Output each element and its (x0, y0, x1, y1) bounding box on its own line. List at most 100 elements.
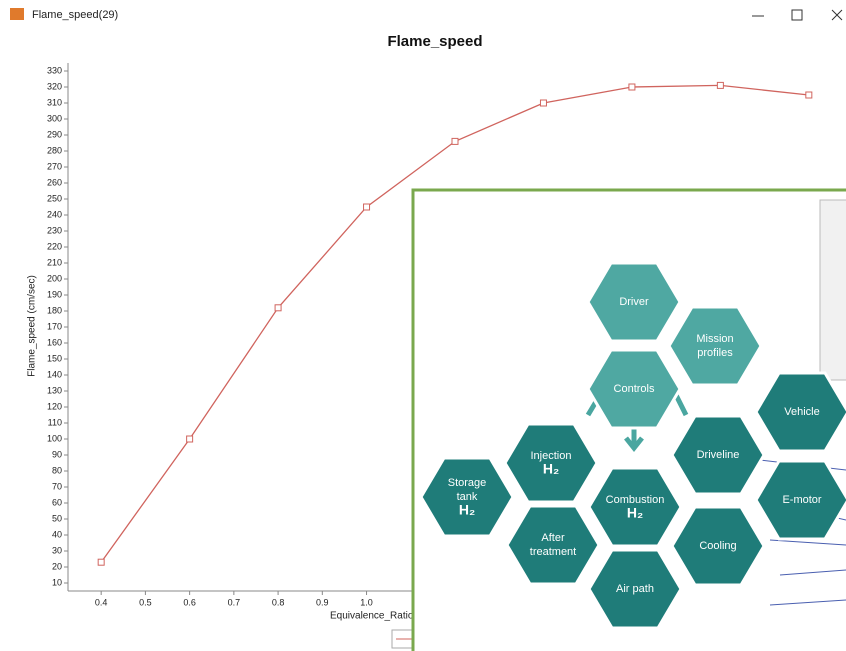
y-tick-label: 330 (47, 65, 62, 75)
y-tick-label: 140 (47, 369, 62, 379)
point-marker (97, 558, 105, 566)
hexagon (586, 261, 682, 343)
diagram-overlay: Driver Mission profiles Controls Vehicle Inje… (411, 188, 846, 651)
y-tick-label: 210 (47, 257, 62, 267)
node-label: Driveline (697, 449, 740, 461)
y-tick-label: 150 (47, 353, 62, 363)
y-tick-label: 30 (52, 545, 62, 555)
y-tick-label: 10 (52, 577, 62, 587)
y-tick-label: 40 (52, 529, 62, 539)
node-label: Air path (616, 583, 654, 595)
x-tick-label: 0.5 (139, 597, 152, 607)
hex-node: Driver (586, 261, 682, 343)
x-axis-label: Equivalence_Ratio (330, 611, 414, 622)
y-tick-label: 170 (47, 321, 62, 331)
node-label: H₂ (627, 505, 643, 521)
node-label: H₂ (459, 502, 475, 518)
screenshot-fragment (819, 199, 846, 381)
hexagon (667, 305, 763, 387)
point-marker (274, 304, 282, 312)
x-tick-label: 1.0 (360, 597, 373, 607)
node-label: Cooling (699, 540, 736, 552)
hexagon (503, 422, 599, 504)
title-bar (0, 0, 846, 30)
node-label: After (541, 532, 565, 544)
y-tick-label: 270 (47, 161, 62, 171)
node-label: Driver (619, 296, 649, 308)
y-tick-label: 60 (52, 497, 62, 507)
app-icon (10, 8, 24, 20)
node-label: Injection (531, 450, 572, 462)
point-marker (363, 203, 371, 211)
y-tick-label: 290 (47, 129, 62, 139)
node-label: H₂ (543, 461, 559, 477)
y-tick-label: 110 (48, 417, 62, 427)
hexagon (670, 414, 766, 496)
y-tick-label: 200 (47, 273, 62, 283)
hex-node: Air path (587, 548, 683, 630)
y-axis-label: Flame_speed (cm/sec) (27, 275, 38, 377)
hex-node: Cooling (670, 505, 766, 587)
x-tick-label: 0.6 (183, 597, 196, 607)
x-tick-label: 0.4 (95, 597, 108, 607)
chart-title: Flame_speed (387, 33, 482, 50)
y-tick-label: 310 (47, 97, 62, 107)
point-marker (186, 435, 194, 443)
node-label: Vehicle (784, 406, 819, 418)
hexagon (419, 456, 515, 538)
y-tick-label: 190 (47, 289, 62, 299)
hex-node: Driveline (670, 414, 766, 496)
hex-node: Vehicle (754, 371, 846, 453)
hexagon (587, 466, 683, 548)
x-tick-label: 0.7 (228, 597, 241, 607)
y-tick-label: 20 (52, 561, 62, 571)
hexagon (587, 548, 683, 630)
y-tick-label: 320 (47, 81, 62, 91)
y-tick-label: 120 (47, 401, 62, 411)
node-label: Controls (614, 383, 655, 395)
node-label: Storage (448, 477, 487, 489)
y-tick-label: 280 (47, 145, 62, 155)
point-marker (539, 99, 547, 107)
node-label: Combustion (606, 494, 665, 506)
hexagon (754, 459, 846, 541)
point-marker (716, 81, 724, 89)
x-tick-label: 0.9 (316, 597, 329, 607)
hex-node: E-motor (754, 459, 846, 541)
y-tick-label: 260 (47, 177, 62, 187)
window-title: Flame_speed(29) (32, 9, 118, 21)
y-tick-label: 180 (47, 305, 62, 315)
hex-node: After treatment (505, 504, 601, 586)
close-button[interactable] (831, 9, 843, 21)
hexagon (586, 348, 682, 430)
node-label: Mission (696, 333, 733, 345)
y-tick-label: 50 (52, 513, 62, 523)
point-marker (628, 83, 636, 91)
y-tick-label: 160 (47, 337, 62, 347)
x-tick-label: 0.8 (272, 597, 285, 607)
node-label: tank (457, 491, 478, 503)
hex-node: Mission profiles (667, 305, 763, 387)
y-tick-label: 80 (52, 465, 62, 475)
hex-node: Controls (586, 348, 682, 430)
maximize-button[interactable] (791, 9, 803, 21)
y-tick-label: 230 (47, 225, 62, 235)
hexagon (670, 505, 766, 587)
node-label: treatment (530, 546, 576, 558)
node-label: E-motor (782, 494, 821, 506)
y-tick-label: 240 (47, 209, 62, 219)
y-tick-label: 250 (47, 193, 62, 203)
hexagon (754, 371, 846, 453)
point-marker (451, 137, 459, 145)
y-tick-label: 70 (52, 481, 62, 491)
point-marker (805, 91, 813, 99)
y-tick-label: 100 (47, 433, 62, 443)
y-tick-label: 300 (47, 113, 62, 123)
y-tick-label: 220 (47, 241, 62, 251)
hexagon (505, 504, 601, 586)
